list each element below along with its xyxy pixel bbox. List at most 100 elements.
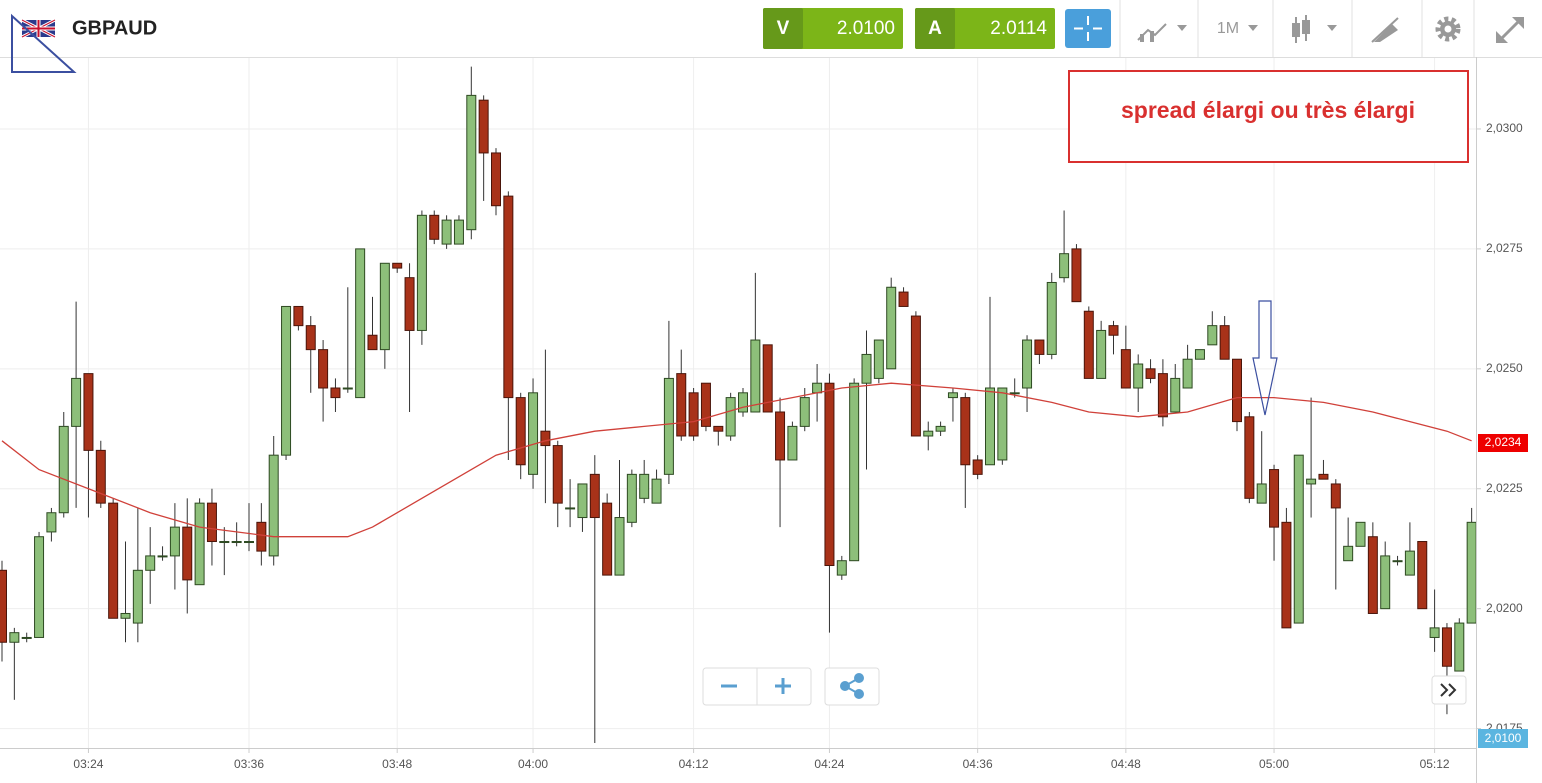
candle-body <box>1318 473 1329 480</box>
fullscreen-button[interactable] <box>1496 17 1524 43</box>
candle-body <box>1417 541 1428 610</box>
scroll-end-button[interactable] <box>1440 683 1457 697</box>
candle-body <box>565 507 576 510</box>
candle-body <box>1182 358 1193 389</box>
candle-body <box>1466 521 1477 624</box>
zoom-in[interactable] <box>775 678 791 694</box>
buy-price: 2.0114 <box>990 18 1047 39</box>
candle-body <box>688 392 699 437</box>
symbol: GBPAUD <box>72 17 157 39</box>
x-tick-label: 04:00 <box>518 757 548 771</box>
y-tick-label: 2,0300 <box>1486 121 1523 135</box>
candle-body <box>787 425 798 461</box>
candle-body <box>762 344 773 413</box>
candle-body <box>1120 349 1131 389</box>
candle-body <box>1219 325 1230 360</box>
candle-body <box>293 305 304 327</box>
candle-body <box>1244 416 1255 499</box>
bid-price-label: 2,0100 <box>1485 731 1522 745</box>
candle-body <box>1306 478 1317 485</box>
candle-body <box>34 536 45 638</box>
sell-button[interactable]: V 2.0100 <box>763 8 903 49</box>
candle-body <box>1404 550 1415 576</box>
candle-body <box>1232 358 1242 423</box>
candle-body <box>873 339 884 379</box>
crosshair-button[interactable] <box>1065 9 1111 48</box>
candle-body <box>1281 521 1292 629</box>
candle-body <box>1059 253 1070 279</box>
candle-body <box>750 339 761 413</box>
candle-body <box>738 392 748 413</box>
share-button[interactable] <box>840 673 864 699</box>
candle-body <box>342 387 353 390</box>
candle-body <box>83 373 94 451</box>
candle-body <box>71 377 82 427</box>
x-tick-label: 03:48 <box>382 757 412 771</box>
candle-body <box>244 541 254 544</box>
candle-body <box>182 526 193 581</box>
candle-body <box>676 373 687 437</box>
timeframe-button[interactable]: 1M <box>1217 20 1258 37</box>
candle-body <box>1157 373 1168 418</box>
candle-body <box>120 612 131 619</box>
candle-body <box>1133 363 1144 389</box>
annotation: spread élargi ou très élargi <box>1121 97 1415 123</box>
candle-body <box>552 445 563 504</box>
candle-body <box>1454 622 1465 672</box>
candle-body <box>268 454 279 557</box>
corner-marker <box>11 13 77 73</box>
candle-body <box>1145 368 1156 379</box>
candle-body <box>799 397 810 427</box>
candle-body <box>1367 536 1378 614</box>
candle-body <box>589 473 600 519</box>
sell-label: V <box>777 18 790 39</box>
x-tick-label: 05:12 <box>1420 757 1450 771</box>
candle-body <box>281 305 292 456</box>
candle-body <box>355 248 366 399</box>
candle-body <box>169 526 180 557</box>
candle-body <box>861 353 872 384</box>
zoom-controls <box>702 667 1467 706</box>
candle-body <box>503 195 514 399</box>
candle-body <box>145 555 156 571</box>
candle-body <box>910 315 921 437</box>
candle-body <box>812 382 823 394</box>
candle-body <box>836 560 847 576</box>
candle-body <box>663 377 674 475</box>
candle-body <box>700 382 711 427</box>
candle-body <box>923 430 934 437</box>
candle-body <box>1046 281 1057 355</box>
candle-body <box>1380 555 1391 610</box>
annotation-box <box>1068 70 1469 163</box>
candle-body <box>1170 377 1181 413</box>
candle-body <box>21 636 32 639</box>
draw-button[interactable] <box>1371 17 1399 43</box>
candle-body <box>1083 310 1094 379</box>
candle-body <box>602 502 613 576</box>
x-tick-label: 03:24 <box>73 757 103 771</box>
candle-body <box>330 387 341 399</box>
candle-body <box>775 411 786 461</box>
candle-body <box>985 387 995 466</box>
x-tick-label: 04:12 <box>679 757 709 771</box>
settings-button[interactable] <box>1435 16 1461 42</box>
chart-type-button[interactable] <box>1292 15 1337 43</box>
candle-body <box>429 214 440 240</box>
candle-body <box>157 555 168 558</box>
x-tick-label: 03:36 <box>234 757 264 771</box>
candle-body <box>466 94 477 231</box>
candle-body <box>540 430 551 447</box>
candle-body <box>1034 339 1045 355</box>
candle-body <box>318 349 329 389</box>
candle-body <box>849 382 860 562</box>
candle-body <box>1293 454 1304 624</box>
bid-price-tag <box>1478 729 1528 748</box>
candle-body <box>379 262 390 351</box>
indicator-button[interactable] <box>1137 23 1187 42</box>
candle-body <box>1071 248 1082 303</box>
candle-body <box>1022 339 1033 389</box>
candle-body <box>194 502 205 586</box>
buy-button[interactable]: A 2.0114 <box>915 8 1055 49</box>
candle-body <box>132 569 143 624</box>
